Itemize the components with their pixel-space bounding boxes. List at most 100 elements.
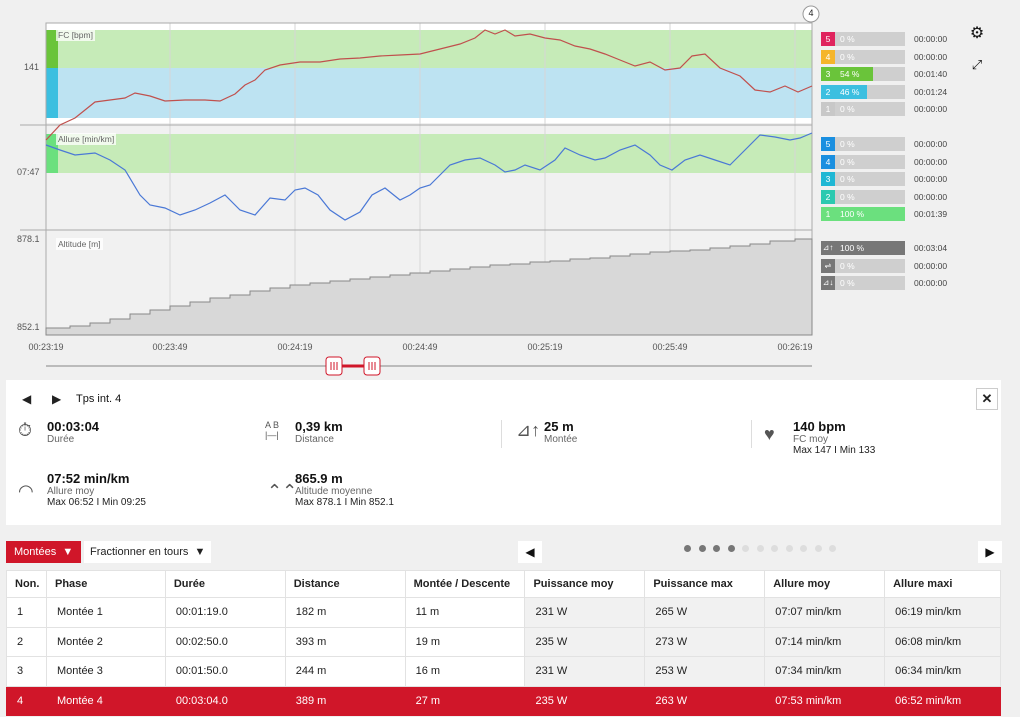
stat-pace: 07:52 min/km Allure moy Max 06:52 I Min …	[47, 471, 146, 509]
stat-heart-rate: 140 bpm FC moy Max 147 I Min 133	[793, 419, 875, 457]
table-toolbar: Montées ▼ Fractionner en tours ▼ ◀ ▶	[0, 535, 1020, 565]
chart-canvas	[20, 5, 820, 376]
x-tick: 00:25:19	[527, 342, 563, 352]
table-cell: 182 m	[284, 597, 406, 628]
zone-percent: 100 %	[840, 243, 865, 253]
table-cell: 3	[6, 656, 47, 687]
zone-bar	[835, 84, 868, 99]
segments-table: Non. Phase Durée Distance Montée / Descente P…	[6, 570, 1001, 716]
fullscreen-icon[interactable]: ⤢	[971, 57, 983, 72]
zone-row: 3 54 %	[821, 67, 905, 82]
zone-percent: 0 %	[840, 278, 855, 289]
chart-area: 4 141 07:47 878.1 852.1 FC [bpm] Allure …	[17, 5, 985, 376]
zone-time: 00:00:00	[914, 139, 948, 149]
x-tick: 00:23:19	[28, 342, 64, 352]
next-interval-icon[interactable]: ▶	[52, 392, 62, 406]
heart-icon: ♥	[764, 424, 775, 444]
hr-panel-label: FC [bpm]	[56, 29, 95, 41]
column-header[interactable]: Distance	[284, 570, 406, 598]
pagination-dot[interactable]	[814, 545, 822, 552]
zone-row: 3 0 %	[821, 172, 905, 187]
column-header[interactable]: Puissance max	[644, 570, 766, 598]
table-cell: 07:34 min/km	[764, 656, 886, 687]
zone-number: 5	[821, 137, 835, 151]
table-cell: 235 W	[524, 626, 646, 657]
pagination-dot[interactable]	[829, 545, 836, 552]
zone-row: 4 0 %	[821, 154, 905, 169]
pagination-dot[interactable]	[727, 545, 735, 552]
prev-page-icon[interactable]: ◀	[518, 541, 542, 563]
pace-line	[45, 132, 813, 221]
column-header[interactable]: Puissance moy	[524, 570, 646, 598]
next-page-icon[interactable]: ▶	[978, 541, 1002, 563]
lap-marker-label: 4	[808, 8, 814, 18]
hr-range: Max 147 I Min 133	[793, 445, 876, 456]
interval-title: Tps int. 4	[76, 393, 122, 405]
table-row[interactable]: 2 Montée 2 00:02:50.0 393 m 19 m 235 W 273 W 07…	[6, 626, 1001, 657]
zone-row: 4 0 %	[821, 49, 905, 64]
stat-duration: 00:03:04 Durée	[47, 419, 99, 445]
table-cell: 389 m	[284, 685, 406, 716]
zone-time: 00:00:00	[914, 174, 948, 185]
hr-line	[45, 29, 813, 141]
pagination-dot[interactable]	[800, 545, 807, 552]
table-cell: 07:53 min/km	[764, 685, 886, 716]
settings-gear-icon[interactable]: ⚙	[969, 25, 985, 42]
column-header[interactable]: Allure maxi	[884, 570, 1001, 598]
table-cell: 07:07 min/km	[764, 597, 886, 628]
pagination-dot[interactable]	[698, 545, 706, 552]
table-cell: Montée 3	[45, 656, 166, 687]
chevron-down-icon: ▼	[59, 546, 74, 558]
column-header[interactable]: Non.	[6, 570, 47, 598]
pagination-dot[interactable]	[713, 545, 720, 552]
table-cell: 06:34 min/km	[884, 656, 1001, 687]
altitude-label: Altitude moyenne	[295, 486, 373, 497]
table-cell: 06:08 min/km	[884, 626, 1001, 657]
table-row[interactable]: 3 Montée 3 00:01:50.0 244 m 16 m 231 W 253 W 07…	[6, 656, 1001, 687]
pagination-dot[interactable]	[771, 545, 778, 552]
zone-percent: 0 %	[840, 191, 855, 202]
pagination-dot[interactable]	[742, 545, 749, 552]
lap-marker-circle[interactable]	[802, 5, 820, 23]
table-cell: 2	[6, 626, 47, 657]
interval-summary-panel: ◀ ▶ Tps int. 4 ✕ ⏱ 00:03:04 Durée A B |―|…	[6, 380, 1001, 525]
hr-label: FC moy	[793, 434, 828, 445]
prev-interval-icon[interactable]: ◀	[22, 392, 32, 406]
column-header[interactable]: Phase	[45, 570, 166, 598]
column-header[interactable]: Montée / Descente	[404, 570, 526, 598]
segment-type-dropdown[interactable]: Montées ▼	[6, 541, 82, 563]
range-handle-left[interactable]	[325, 356, 343, 376]
zone-time: 00:00:00	[914, 191, 948, 202]
table-cell: Montée 4	[45, 685, 166, 716]
column-header[interactable]: Allure moy	[764, 570, 886, 598]
hr-zone2-marker	[46, 68, 58, 118]
table-cell: 07:14 min/km	[764, 626, 886, 657]
zone-time: 00:00:00	[914, 34, 948, 44]
close-icon[interactable]: ✕	[976, 388, 998, 410]
column-header[interactable]: Durée	[164, 570, 286, 598]
zone-time: 00:01:40	[914, 69, 948, 80]
chevron-down-icon: ▼	[191, 546, 206, 558]
zone-number: 3	[821, 172, 835, 187]
range-handle-right[interactable]	[363, 356, 381, 376]
x-tick: 00:25:49	[652, 342, 688, 352]
zone-percent: 54 %	[840, 69, 860, 80]
pagination-dot[interactable]	[756, 545, 764, 552]
hr-zone3-marker	[46, 30, 58, 68]
altitude-value: 865.9 m	[295, 471, 343, 486]
gauge-icon: ◠	[18, 481, 34, 501]
zone-number: 2	[821, 84, 835, 99]
pagination-dot[interactable]	[684, 545, 691, 552]
zone-row: 1 100 %	[821, 207, 905, 222]
split-laps-dropdown[interactable]: Fractionner en tours ▼	[84, 541, 212, 563]
pagination-dot[interactable]	[785, 545, 793, 552]
table-cell: 231 W	[524, 597, 646, 628]
zone-number: 1	[821, 102, 835, 117]
table-row[interactable]: 4 Montée 4 00:03:04.0 389 m 27 m 235 W 263 W 07…	[6, 685, 1001, 716]
duration-value: 00:03:04	[47, 419, 100, 434]
zone-bar	[835, 207, 905, 222]
table-row[interactable]: 1 Montée 1 00:01:19.0 182 m 11 m 231 W 265 W 07…	[6, 597, 1001, 628]
stat-distance: 0,39 km Distance	[295, 419, 343, 445]
table-cell: 253 W	[644, 656, 766, 687]
table-header-row: Non. Phase Durée Distance Montée / Descente P…	[6, 570, 1001, 598]
